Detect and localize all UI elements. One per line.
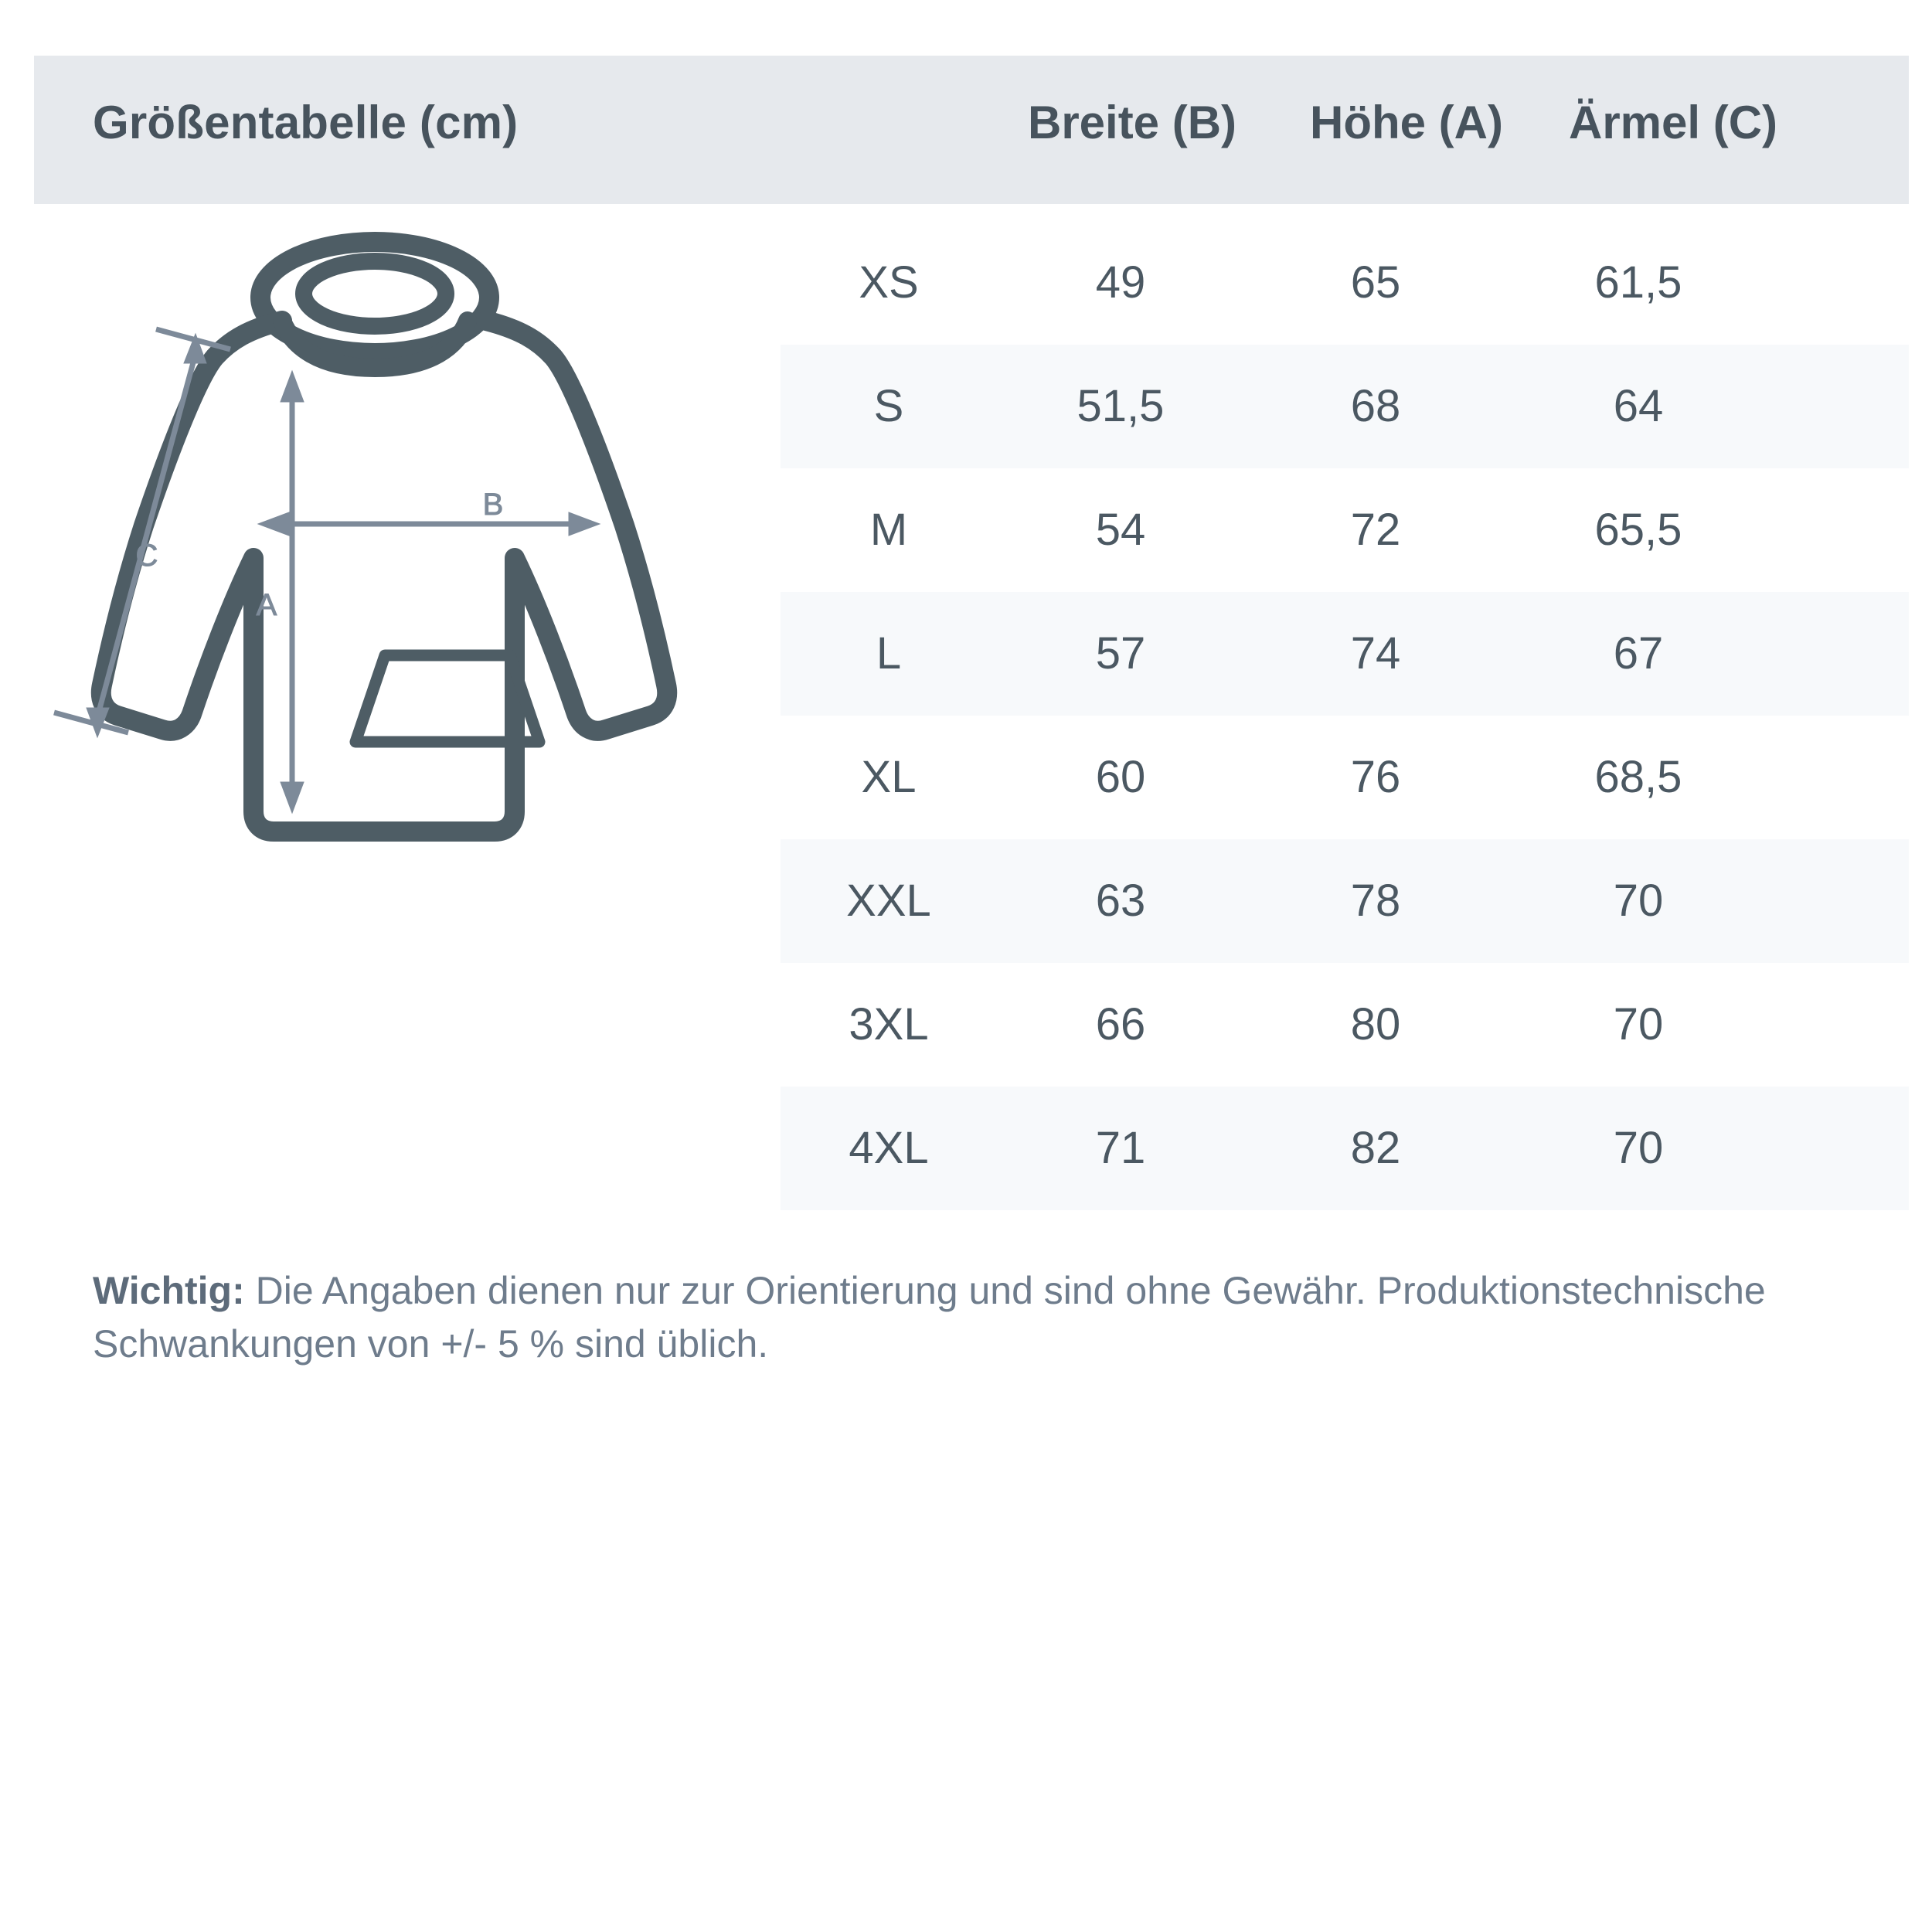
hoodie-body-outline xyxy=(90,311,678,842)
cell-size: L xyxy=(876,628,902,679)
cell-size: 3XL xyxy=(849,999,929,1049)
cell-aermel: 70 xyxy=(1613,876,1664,926)
cell-aermel: 70 xyxy=(1613,1123,1664,1173)
cell-breite: 66 xyxy=(1095,999,1146,1049)
cell-aermel: 65,5 xyxy=(1594,505,1682,555)
cell-breite: 63 xyxy=(1095,876,1146,926)
kangaroo-pocket-icon xyxy=(349,649,546,748)
dimension-c-tick-bottom xyxy=(53,709,129,736)
table-row: L 57 74 67 xyxy=(781,592,1909,716)
table-row: XL 60 76 68,5 xyxy=(781,716,1909,839)
table-row: XXL 63 78 70 xyxy=(781,839,1909,963)
cell-size: XL xyxy=(861,752,917,802)
dimension-c-arrow-top xyxy=(183,332,207,364)
cell-hoehe: 72 xyxy=(1350,505,1401,555)
dimension-b-arrow-right xyxy=(568,512,601,536)
cell-aermel: 68,5 xyxy=(1594,752,1682,802)
footnote-lead: Wichtig: xyxy=(93,1269,245,1312)
dimension-c-line xyxy=(94,353,199,718)
cell-aermel: 70 xyxy=(1613,999,1664,1049)
dimension-a-arrow-bottom xyxy=(280,781,304,815)
header-band xyxy=(34,56,1909,204)
cell-hoehe: 76 xyxy=(1350,752,1401,802)
dimension-a-arrow-top xyxy=(280,369,304,403)
cell-hoehe: 82 xyxy=(1350,1123,1401,1173)
cell-hoehe: 78 xyxy=(1350,876,1401,926)
cell-hoehe: 74 xyxy=(1350,628,1401,679)
table-row: 4XL 71 82 70 xyxy=(781,1087,1909,1210)
table-row: M 54 72 65,5 xyxy=(781,468,1909,592)
footnote: Wichtig: Die Angaben dienen nur zur Orie… xyxy=(93,1264,1870,1371)
column-header-hoehe: Höhe (A) xyxy=(1310,97,1503,148)
hoodie-diagram: C A B xyxy=(46,216,773,858)
table-row: S 51,5 68 64 xyxy=(781,345,1909,468)
cell-aermel: 67 xyxy=(1613,628,1664,679)
page-title: Größentabelle (cm) xyxy=(93,97,519,148)
cell-aermel: 61,5 xyxy=(1594,257,1682,308)
cell-hoehe: 65 xyxy=(1350,257,1401,308)
cell-size: 4XL xyxy=(849,1123,929,1173)
neckline-arc xyxy=(273,311,477,377)
dimension-label-a: A xyxy=(257,588,277,622)
dimension-label-c: C xyxy=(136,539,158,573)
cell-hoehe: 68 xyxy=(1350,381,1401,431)
cell-breite: 71 xyxy=(1095,1123,1146,1173)
cell-size: S xyxy=(873,381,904,431)
table-row: 3XL 66 80 70 xyxy=(781,963,1909,1087)
cell-breite: 60 xyxy=(1095,752,1146,802)
dimension-b-arrow-left xyxy=(257,512,290,536)
size-table: XS 49 65 61,5 S 51,5 68 64 M 54 72 65,5 … xyxy=(781,221,1909,1210)
column-header-aermel: Ärmel (C) xyxy=(1568,97,1778,148)
dimension-c-arrow-bottom xyxy=(86,707,110,739)
cell-size: XXL xyxy=(846,876,931,926)
hood-outer-icon xyxy=(250,232,499,363)
cell-breite: 57 xyxy=(1095,628,1146,679)
cell-hoehe: 80 xyxy=(1350,999,1401,1049)
cell-size: M xyxy=(869,505,908,555)
table-row: XS 49 65 61,5 xyxy=(781,221,1909,345)
cell-aermel: 64 xyxy=(1613,381,1664,431)
dimension-label-b: B xyxy=(483,488,504,522)
column-header-breite: Breite (B) xyxy=(1027,97,1237,148)
footnote-text: Die Angaben dienen nur zur Orientierung … xyxy=(93,1269,1766,1366)
cell-size: XS xyxy=(859,257,919,308)
hood-inner-icon xyxy=(295,253,454,335)
cell-breite: 49 xyxy=(1095,257,1146,308)
cell-breite: 54 xyxy=(1095,505,1146,555)
cell-breite: 51,5 xyxy=(1077,381,1165,431)
